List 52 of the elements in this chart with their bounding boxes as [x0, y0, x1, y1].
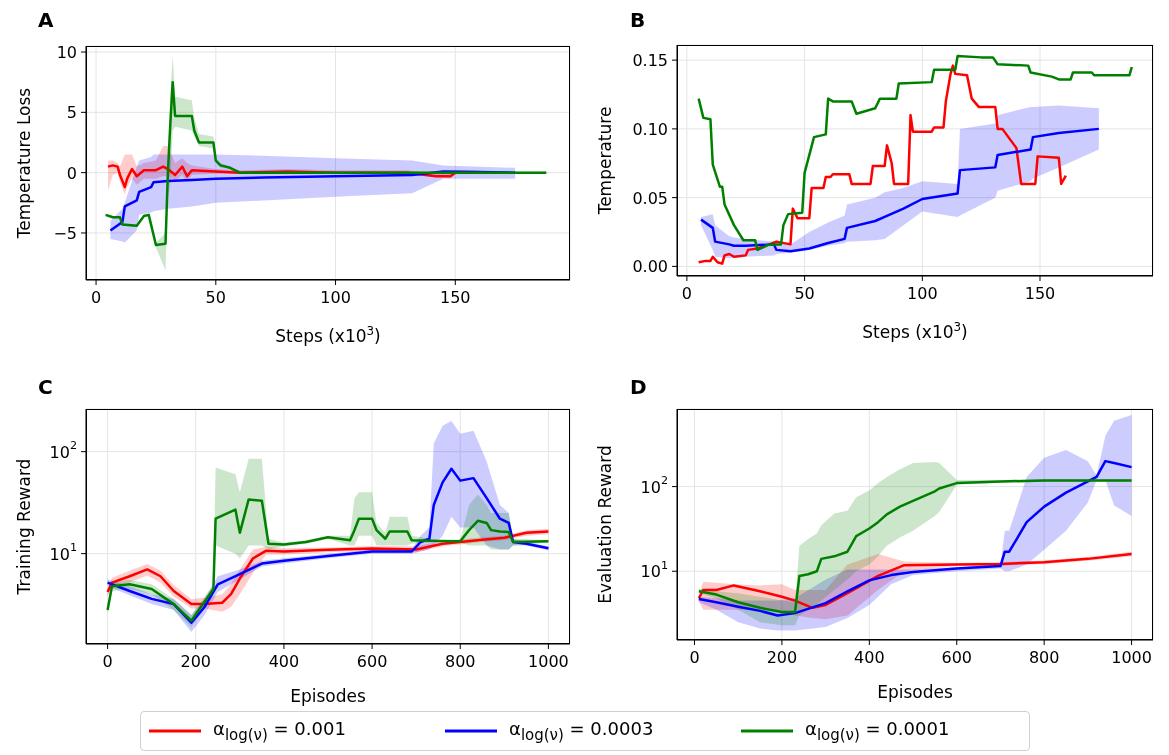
legend-label: α$_{log(ν)}$ = 0.001 [213, 718, 346, 744]
x-tick-label: 200 [180, 652, 212, 671]
y-axis-title: Training Reward [14, 458, 34, 596]
x-tick-label: 400 [268, 652, 300, 671]
y-axis-title: Evaluation Reward [595, 445, 615, 604]
x-tick-label: 0 [102, 652, 113, 671]
y-tick-label: −5 [53, 223, 77, 243]
x-tick-label: 150 [1024, 284, 1056, 303]
x-axis-title: Episodes [290, 686, 366, 706]
y-tick-label: 10$^{1}$ [49, 540, 77, 564]
chart-title: A [38, 8, 54, 32]
x-tick-label: 1000 [528, 652, 569, 671]
x-tick-label: 0 [689, 648, 700, 667]
x-tick-label: 600 [356, 652, 388, 671]
x-tick-label: 600 [941, 648, 973, 667]
y-tick-label: 0.05 [632, 188, 668, 208]
line-series [106, 498, 550, 622]
x-tick-label: 50 [205, 288, 226, 307]
line-series [104, 80, 548, 247]
y-axis-title: Temperature Loss [14, 87, 34, 240]
y-tick-label: 5 [66, 102, 77, 122]
x-tick-label: 800 [444, 652, 476, 671]
x-tick-label: 100 [907, 284, 938, 303]
x-tick-label: 1000 [1111, 648, 1152, 667]
legend-label: α$_{log(ν)}$ = 0.0003 [509, 718, 654, 744]
x-tick-label: 50 [794, 284, 815, 303]
x-axis-title: Episodes [877, 682, 953, 702]
chart-title: D [630, 375, 647, 399]
chart-title: B [630, 8, 646, 32]
x-tick-label: 100 [320, 288, 351, 307]
x-tick-label: 200 [766, 648, 798, 667]
x-tick-label: 150 [440, 288, 471, 307]
y-tick-label: 0.10 [632, 119, 668, 139]
line-series [697, 54, 1134, 252]
line-series [699, 127, 1101, 253]
x-tick-label: 0 [681, 284, 692, 303]
x-axis-title: Steps (x10$^{3}$) [862, 320, 968, 342]
x-tick-label: 0 [90, 288, 102, 307]
y-tick-label: 10$^{2}$ [49, 438, 77, 462]
y-tick-label: 10 [56, 42, 77, 62]
x-axis-title: Steps (x10$^{3}$) [275, 324, 381, 346]
y-tick-label: 0.15 [632, 50, 668, 70]
x-tick-label: 800 [1028, 648, 1060, 667]
x-tick-label: 400 [854, 648, 885, 667]
y-axis-title: Temperature [595, 106, 615, 216]
line-series [697, 64, 1068, 265]
legend-label: α$_{log(ν)}$ = 0.0001 [805, 718, 950, 744]
chart-title: C [38, 375, 53, 399]
y-tick-label: 0.00 [632, 256, 668, 276]
y-tick-label: 0 [66, 163, 77, 183]
y-tick-label: 10$^{2}$ [640, 473, 668, 497]
y-tick-label: 10$^{1}$ [640, 558, 668, 581]
